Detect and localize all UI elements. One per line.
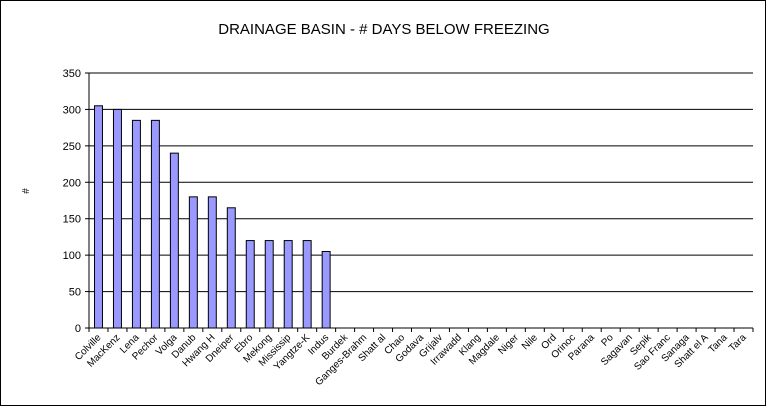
bar-danub	[188, 196, 198, 329]
bar-yangtze-k	[302, 240, 312, 329]
y-tick-label: 200	[63, 177, 81, 189]
bar-pechor	[150, 119, 160, 329]
bar-volga	[169, 152, 179, 329]
x-tick-label: Niger	[496, 332, 521, 357]
axes	[88, 73, 754, 332]
y-tick-label: 300	[63, 104, 81, 116]
y-tick-label: 350	[63, 68, 81, 80]
x-tick-label: Nile	[520, 332, 540, 352]
x-tick-label: Tara	[727, 332, 749, 354]
y-axis-ticks: 0 50 100 150 200 250 300 350	[63, 68, 89, 335]
y-axis-label: #	[21, 188, 32, 194]
y-tick-label: 100	[63, 250, 81, 262]
y-tick-label: 150	[63, 214, 81, 226]
y-tick-label: 0	[75, 323, 81, 335]
bar-mekong	[264, 240, 274, 329]
bar-colville	[94, 105, 103, 329]
y-tick-label: 250	[63, 141, 81, 153]
gridlines	[89, 72, 753, 293]
y-tick-label: 50	[69, 287, 81, 299]
bar-dneiper	[226, 207, 236, 329]
chart-title: DRAINAGE BASIN - # DAYS BELOW FREEZING	[218, 21, 549, 38]
bar-ebro	[245, 240, 255, 329]
bar-mississip	[283, 240, 293, 329]
bar-mackenz	[112, 108, 122, 329]
bar-indus	[321, 251, 331, 329]
x-axis-category-labels: ColvilleMacKenzLenaPechorVolgaDanubHwang…	[73, 332, 749, 388]
bar-hwang-h	[207, 196, 217, 329]
bars	[94, 105, 331, 329]
x-tick-label: Tana	[707, 332, 730, 355]
bar-lena	[131, 119, 141, 329]
